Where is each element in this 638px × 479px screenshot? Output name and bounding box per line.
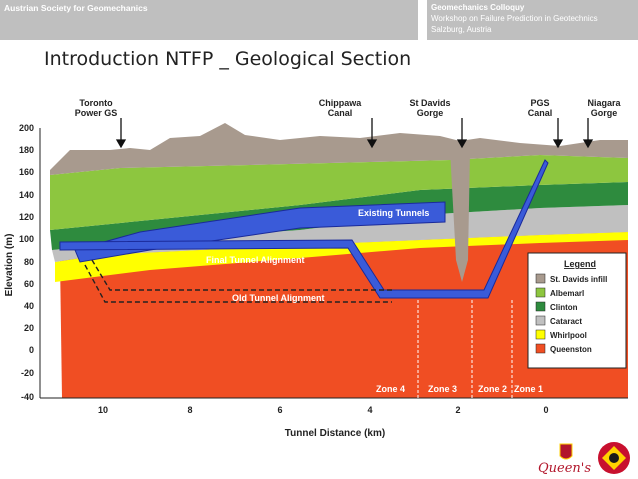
- old-alignment-label: Old Tunnel Alignment: [232, 293, 325, 303]
- zone-labels: Zone 4 Zone 3 Zone 2 Zone 1: [376, 384, 543, 394]
- landmark-arrows: [115, 118, 594, 149]
- y-tick-label: -20: [21, 368, 34, 378]
- zone-dividers: [417, 300, 513, 398]
- zone-3-label: Zone 3: [428, 384, 457, 394]
- queens-logo-text: Queen's: [538, 461, 591, 476]
- landmark-pgs: PGS: [530, 98, 549, 108]
- conference-subtitle: Workshop on Failure Prediction in Geotec…: [431, 14, 598, 23]
- landmark-toronto: Toronto: [79, 98, 113, 108]
- slide-title: Introduction NTFP _ Geological Section: [44, 48, 412, 70]
- y-tick-label: 120: [19, 212, 34, 222]
- conference-title: Geomechanics Colloquy: [431, 3, 525, 12]
- x-tick-label: 6: [277, 405, 282, 415]
- landmark-niagara: Niagara: [587, 98, 621, 108]
- legend-label-albemarl: Albemarl: [550, 289, 584, 298]
- y-tick-labels: 200 180 160 140 120 100 80 60 40 20 0 -2…: [19, 123, 34, 402]
- y-tick-label: 200: [19, 123, 34, 133]
- y-tick-label: 140: [19, 190, 34, 200]
- y-axis-label: Elevation (m): [4, 234, 15, 297]
- legend-title: Legend: [564, 259, 596, 269]
- queens-logo: Queen's: [538, 443, 591, 476]
- final-alignment-label: Final Tunnel Alignment: [206, 255, 305, 265]
- y-tick-label: 180: [19, 145, 34, 155]
- legend-label-whirlpool: Whirlpool: [550, 331, 587, 340]
- legend-swatch-whirlpool: [535, 329, 546, 340]
- landmark-pgs-line2: Canal: [528, 108, 553, 118]
- y-tick-label: 80: [24, 257, 34, 267]
- x-tick-label: 4: [367, 405, 372, 415]
- header-left-bar: Austrian Society for Geomechanics: [0, 0, 418, 40]
- x-tick-label: 2: [455, 405, 460, 415]
- legend: Legend St. Davids infill Albemarl Clinto…: [527, 252, 627, 369]
- zone-2-label: Zone 2: [478, 384, 507, 394]
- x-tick-labels: 10 8 6 4 2 0: [98, 405, 549, 415]
- legend-swatch-infill: [535, 273, 546, 284]
- old-tunnel-alignment: [84, 259, 392, 303]
- final-tunnel-alignment: [59, 159, 549, 299]
- legend-swatch-queenston: [535, 343, 546, 354]
- y-tick-label: 20: [24, 323, 34, 333]
- legend-swatch-clinton: [535, 301, 546, 312]
- landmark-labels: Toronto Power GS Chippawa Canal St David…: [75, 98, 622, 118]
- x-tick-label: 8: [187, 405, 192, 415]
- whirlpool-layer: [55, 232, 628, 282]
- y-tick-label: -40: [21, 392, 34, 402]
- st-davids-gorge-infill: [450, 150, 470, 282]
- x-tick-label: 10: [98, 405, 108, 415]
- landmark-chippawa: Chippawa: [319, 98, 362, 108]
- legend-label-infill: St. Davids infill: [550, 275, 607, 284]
- existing-tunnels-label: Existing Tunnels: [358, 208, 429, 218]
- x-axis-label: Tunnel Distance (km): [285, 428, 385, 439]
- queenston-layer: [60, 232, 628, 398]
- zone-1-label: Zone 1: [514, 384, 543, 394]
- albemarl-layer: [50, 155, 628, 230]
- landmark-niagara-line2: Gorge: [591, 108, 618, 118]
- dragon-emblem-icon: [598, 442, 630, 474]
- legend-swatch-cataract: [535, 315, 546, 326]
- x-tick-label: 0: [543, 405, 548, 415]
- y-tick-label: 60: [24, 279, 34, 289]
- conference-info: Geomechanics Colloquy Workshop on Failur…: [431, 2, 598, 35]
- conference-location: Salzburg, Austria: [431, 25, 492, 34]
- organization-name: Austrian Society for Geomechanics: [4, 3, 148, 13]
- legend-label-clinton: Clinton: [550, 303, 578, 312]
- y-tick-label: 100: [19, 234, 34, 244]
- y-tick-label: 160: [19, 167, 34, 177]
- queens-crest-icon: [559, 443, 573, 460]
- y-tick-label: 40: [24, 301, 34, 311]
- header-right-bar: Geomechanics Colloquy Workshop on Failur…: [427, 0, 638, 40]
- landmark-chippawa-line2: Canal: [328, 108, 353, 118]
- landmark-toronto-line2: Power GS: [75, 108, 118, 118]
- zone-4-label: Zone 4: [376, 384, 405, 394]
- legend-label-queenston: Queenston: [550, 345, 592, 354]
- overburden-layer: [50, 123, 628, 175]
- legend-swatch-albemarl: [535, 287, 546, 298]
- legend-label-cataract: Cataract: [550, 317, 582, 326]
- y-tick-label: 0: [29, 345, 34, 355]
- landmark-st-davids: St Davids: [409, 98, 450, 108]
- slide-header: Austrian Society for Geomechanics Geomec…: [0, 0, 638, 44]
- landmark-st-davids-line2: Gorge: [417, 108, 444, 118]
